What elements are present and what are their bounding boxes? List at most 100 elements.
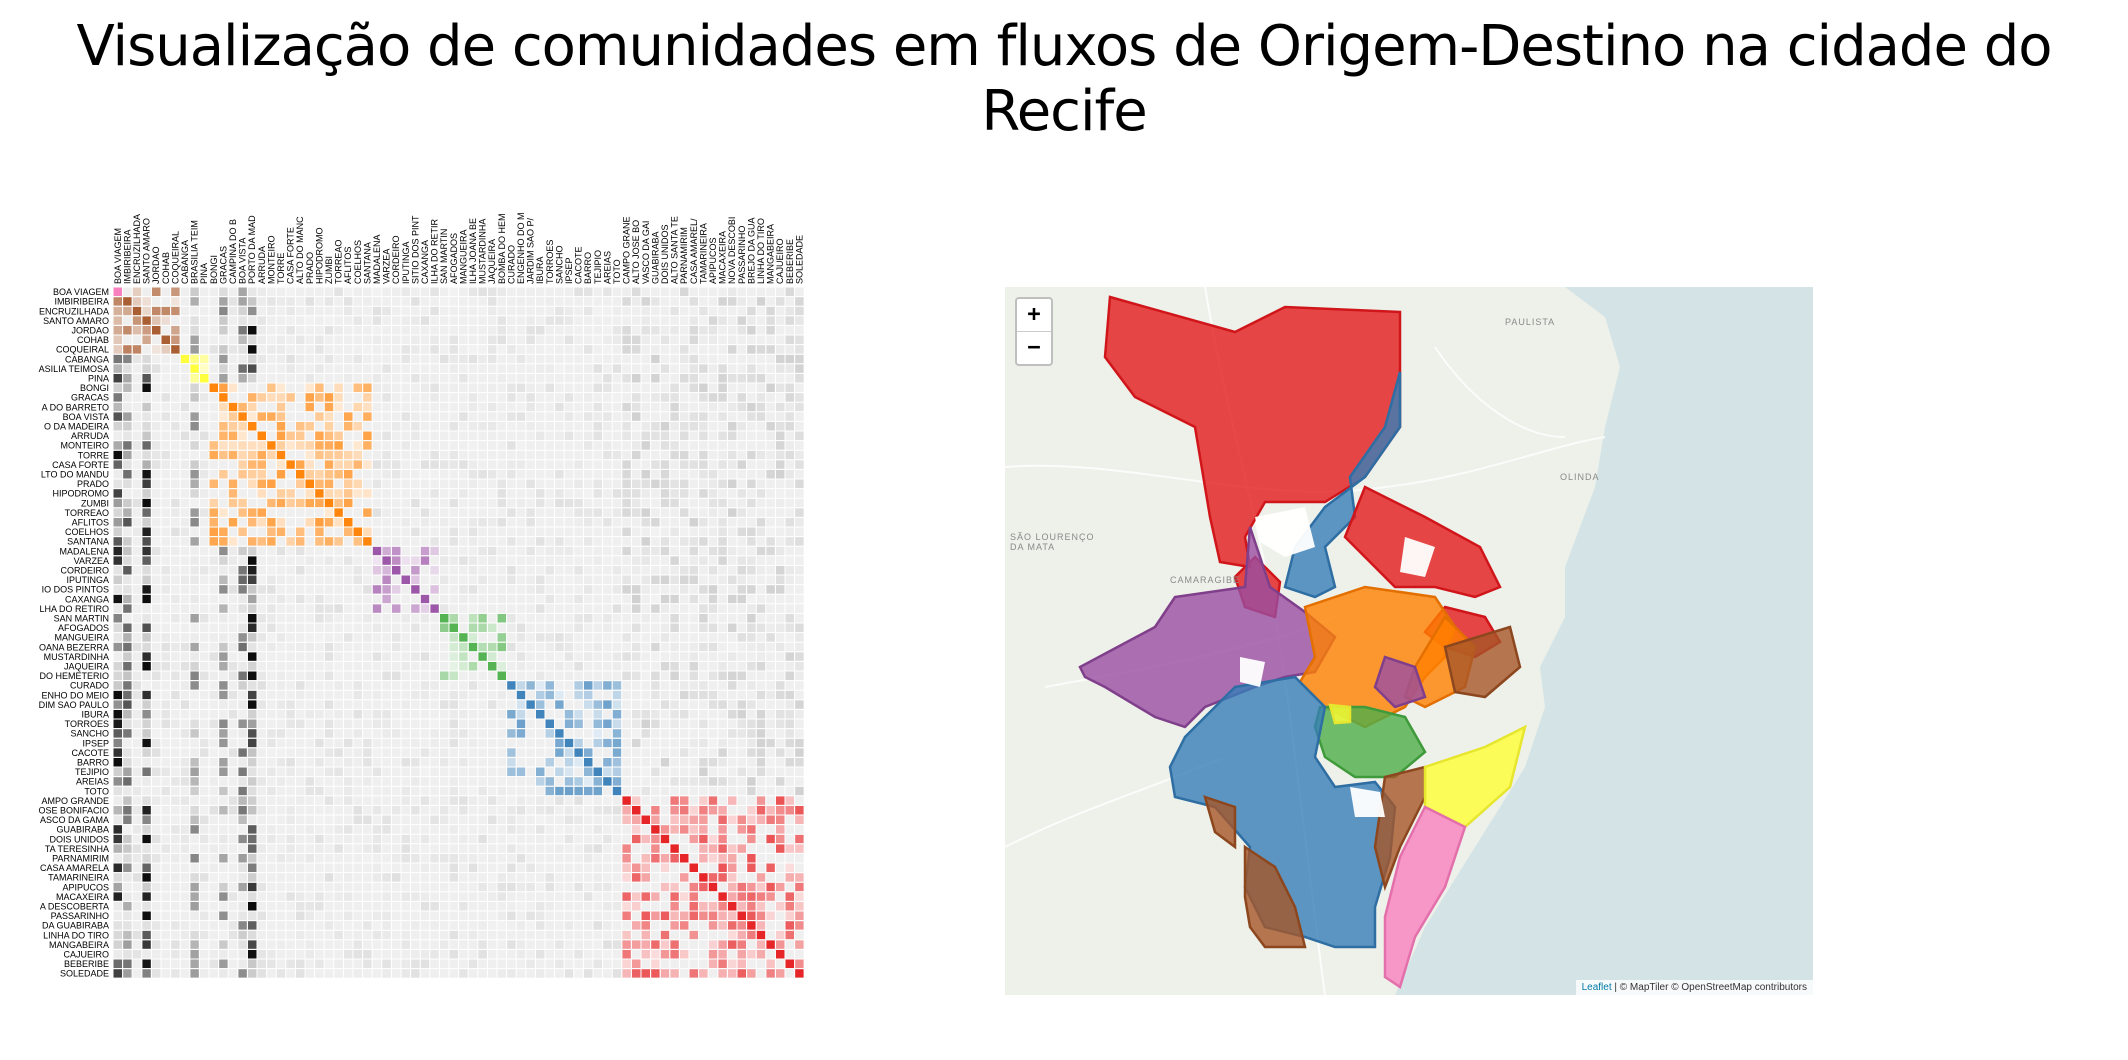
matrix-cell (708, 498, 718, 508)
matrix-cell (468, 402, 478, 412)
matrix-cell (516, 297, 526, 306)
matrix-cell (334, 402, 343, 412)
matrix-cell (507, 623, 516, 633)
matrix-cell (411, 527, 420, 537)
matrix-cell (171, 825, 180, 834)
matrix-cell (247, 604, 257, 613)
matrix-cell (267, 575, 276, 585)
matrix-cell (276, 393, 286, 402)
matrix-cell (718, 527, 727, 537)
matrix-cell (401, 853, 411, 863)
matrix-cell (747, 834, 756, 844)
matrix-cell (631, 287, 641, 297)
matrix-cell (756, 565, 766, 575)
matrix-cell (785, 911, 795, 921)
matrix-cell (238, 738, 247, 748)
matrix-cell (795, 373, 804, 383)
matrix-cell (142, 354, 151, 364)
matrix-cell (574, 940, 583, 949)
matrix-cell (526, 911, 535, 921)
matrix-cell (468, 345, 478, 354)
matrix-cell (113, 853, 123, 863)
matrix-cell (113, 633, 123, 642)
leaflet-link[interactable]: Leaflet (1581, 982, 1612, 993)
matrix-cell (123, 969, 132, 978)
matrix-cell (708, 690, 718, 700)
matrix-cell (670, 777, 679, 786)
zoom-in-button[interactable]: + (1017, 299, 1051, 332)
matrix-cell (689, 930, 699, 940)
matrix-cell (593, 959, 603, 969)
matrix-cell (151, 882, 161, 892)
matrix-cell (526, 335, 535, 345)
matrix-cell (631, 441, 641, 450)
matrix-cell (593, 700, 603, 709)
matrix-cell (190, 316, 199, 325)
matrix-cell (756, 930, 766, 940)
matrix-cell (478, 738, 487, 748)
matrix-cell (641, 671, 651, 681)
matrix-cell (334, 565, 343, 575)
matrix-cell (689, 517, 699, 527)
matrix-cell (286, 892, 295, 901)
row-label: MACAXEIRA (56, 892, 109, 902)
community-map[interactable]: PAULISTA OLINDA CAMARAGIBE SÃO LOURENÇO … (1005, 287, 1813, 995)
matrix-cell (622, 844, 631, 853)
matrix-cell (775, 556, 785, 565)
matrix-cell (487, 873, 497, 882)
row-label: AFLITOS (72, 518, 109, 528)
matrix-cell (199, 748, 209, 757)
matrix-cell (699, 815, 708, 825)
matrix-cell (343, 556, 353, 565)
matrix-cell (526, 585, 535, 594)
matrix-cell (305, 623, 315, 633)
matrix-cell (747, 901, 756, 911)
matrix-cell (276, 546, 286, 556)
matrix-cell (391, 623, 401, 633)
matrix-cell (699, 489, 708, 498)
matrix-cell (228, 556, 238, 565)
matrix-cell (343, 450, 353, 460)
matrix-cell (276, 757, 286, 767)
matrix-cell (727, 421, 737, 431)
matrix-cell (286, 460, 295, 469)
matrix-cell (132, 844, 142, 853)
matrix-cell (209, 383, 219, 393)
matrix-cell (353, 815, 363, 825)
matrix-cell (795, 738, 804, 748)
matrix-cell (583, 517, 593, 527)
matrix-cell (324, 460, 334, 469)
matrix-cell (247, 930, 257, 940)
matrix-cell (487, 508, 497, 517)
matrix-cell (641, 719, 651, 729)
matrix-cell (430, 834, 439, 844)
matrix-cell (247, 345, 257, 354)
matrix-cell (535, 901, 545, 911)
matrix-cell (795, 882, 804, 892)
matrix-cell (564, 498, 574, 508)
matrix-cell (766, 805, 775, 815)
matrix-cell (487, 354, 497, 364)
matrix-cell (689, 738, 699, 748)
matrix-cell (459, 834, 468, 844)
matrix-cell (785, 757, 795, 767)
matrix-cell (315, 527, 324, 537)
matrix-cell (113, 748, 123, 757)
matrix-cell (295, 930, 305, 940)
matrix-cell (487, 431, 497, 441)
matrix-cell (171, 853, 180, 863)
matrix-cell (190, 412, 199, 421)
matrix-cell (459, 748, 468, 757)
matrix-cell (507, 892, 516, 901)
matrix-cell (507, 873, 516, 882)
matrix-cell (747, 777, 756, 786)
matrix-cell (343, 306, 353, 316)
matrix-cell (430, 738, 439, 748)
matrix-cell (478, 479, 487, 489)
zoom-out-button[interactable]: − (1027, 335, 1041, 360)
matrix-cell (487, 623, 497, 633)
matrix-cell (766, 546, 775, 556)
matrix-cell (142, 335, 151, 345)
matrix-cell (795, 911, 804, 921)
matrix-cell (123, 748, 132, 757)
